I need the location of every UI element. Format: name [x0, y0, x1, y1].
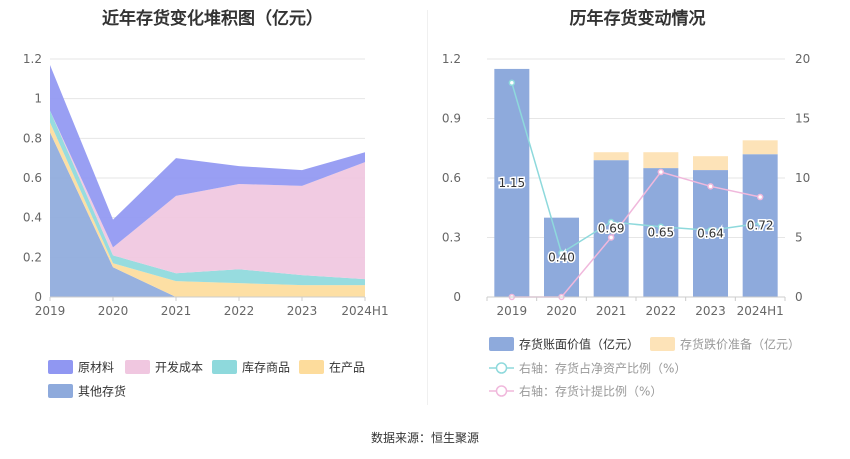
left-x-tick-label: 2019 [35, 304, 66, 318]
right-x-tick-label: 2020 [546, 304, 577, 318]
line-point [707, 183, 714, 190]
left-legend-swatch [212, 360, 237, 374]
bar-data-label: 0.65 [647, 226, 674, 240]
right-y-tick-label: 0.9 [442, 112, 461, 126]
left-x-tick-label: 2020 [98, 304, 129, 318]
stacked-area-chart: 0 0.2 0.4 0.6 0.8 1 1.2 2019 2020 2021 2022 2023 202… [23, 52, 389, 399]
line-point [756, 193, 764, 201]
left-legend-label: 开发成本 [155, 360, 203, 375]
right-y-tick-label: 0.3 [442, 231, 461, 245]
right-legend-swatch [650, 337, 675, 351]
right-legend-label: 右轴：存货计提比例（%） [519, 384, 662, 399]
right-x-tick-label: 2024H1 [737, 304, 784, 318]
right-legend-marker [495, 385, 508, 397]
left-y-tick-label: 0.4 [23, 211, 42, 225]
bar-data-label: 0.72 [747, 219, 774, 233]
line-point [756, 219, 764, 227]
left-legend-label: 原材料 [78, 361, 114, 375]
right-y-tick-label: 0.6 [442, 171, 461, 185]
right-y-tick-label: 1.2 [442, 52, 461, 66]
left-x-tick-label: 2021 [161, 304, 192, 318]
left-legend-label: 库存商品 [242, 360, 290, 375]
right-x-tick-label: 2022 [646, 304, 677, 318]
bar-data-label: 1.15 [498, 176, 525, 190]
right-y2-tick-label: 15 [795, 112, 810, 126]
bar-line-chart: 0 0.3 0.6 0.9 1.2 0 5 10 15 20 1.15 0.40 0.69 0.65 0.6… [442, 52, 810, 399]
left-legend-label: 在产品 [329, 361, 365, 375]
bar-book-value [643, 168, 679, 297]
bar-impairment [693, 156, 728, 171]
right-legend-swatch [489, 337, 514, 351]
right-legend-marker [495, 362, 508, 374]
bar-impairment [643, 152, 679, 169]
left-legend-swatch [125, 360, 150, 374]
left-y-tick-label: 0.2 [23, 250, 42, 264]
area-series-3 [50, 110, 365, 280]
right-chart-title: 历年存货变动情况 [569, 9, 706, 29]
left-y-tick-label: 0.8 [23, 131, 42, 145]
left-y-tick-label: 1.2 [23, 52, 42, 66]
right-y2-tick-label: 0 [795, 290, 803, 304]
divider [427, 10, 428, 405]
line-series-0 [511, 82, 761, 255]
left-legend-swatch [299, 360, 324, 374]
right-y2-tick-label: 10 [795, 171, 810, 185]
left-y-tick-label: 0 [34, 290, 42, 304]
line-point [607, 234, 615, 241]
right-x-tick-label: 2019 [497, 304, 528, 318]
line-point [657, 168, 665, 176]
left-y-tick-label: 0.6 [23, 171, 42, 185]
right-legend-label: 存货跌价准备（亿元） [680, 337, 800, 352]
line-point [707, 227, 714, 234]
line-point [558, 249, 565, 257]
bar-impairment [593, 152, 629, 161]
left-legend-swatch [48, 360, 73, 374]
line-point [657, 223, 665, 231]
left-y-tick-label: 1 [34, 92, 42, 106]
bar-data-label: 0.40 [548, 250, 575, 264]
line-point [508, 79, 516, 87]
bar-data-label: 0.69 [598, 222, 625, 236]
right-y2-tick-label: 5 [795, 231, 803, 245]
left-x-tick-label: 2024H1 [341, 304, 388, 318]
left-x-tick-label: 2023 [287, 304, 318, 318]
line-point [607, 218, 615, 226]
source-text: 数据来源：恒生聚源 [370, 431, 479, 445]
bar-data-label: 0.64 [697, 227, 724, 241]
bar-impairment [742, 140, 778, 155]
bar-book-value [494, 68, 530, 298]
area-series-0 [50, 132, 365, 297]
right-x-tick-label: 2021 [596, 304, 627, 318]
right-x-tick-label: 2023 [695, 304, 726, 318]
left-legend-swatch [48, 384, 73, 398]
right-y-tick-label: 0 [453, 290, 461, 304]
left-chart-title: 近年存货变化堆积图（亿元） [102, 9, 323, 29]
right-y2-tick-label: 20 [795, 52, 810, 66]
left-x-tick-label: 2022 [224, 304, 255, 318]
left-legend-label: 其他存货 [78, 384, 126, 399]
right-legend-label: 右轴：存货占净资产比例（%） [519, 361, 686, 376]
right-legend-label: 存货账面价值（亿元） [519, 337, 639, 352]
